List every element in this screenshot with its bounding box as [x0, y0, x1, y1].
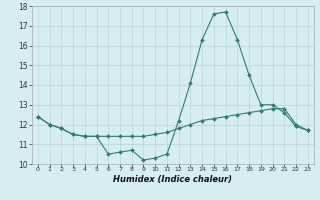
X-axis label: Humidex (Indice chaleur): Humidex (Indice chaleur) [113, 175, 232, 184]
